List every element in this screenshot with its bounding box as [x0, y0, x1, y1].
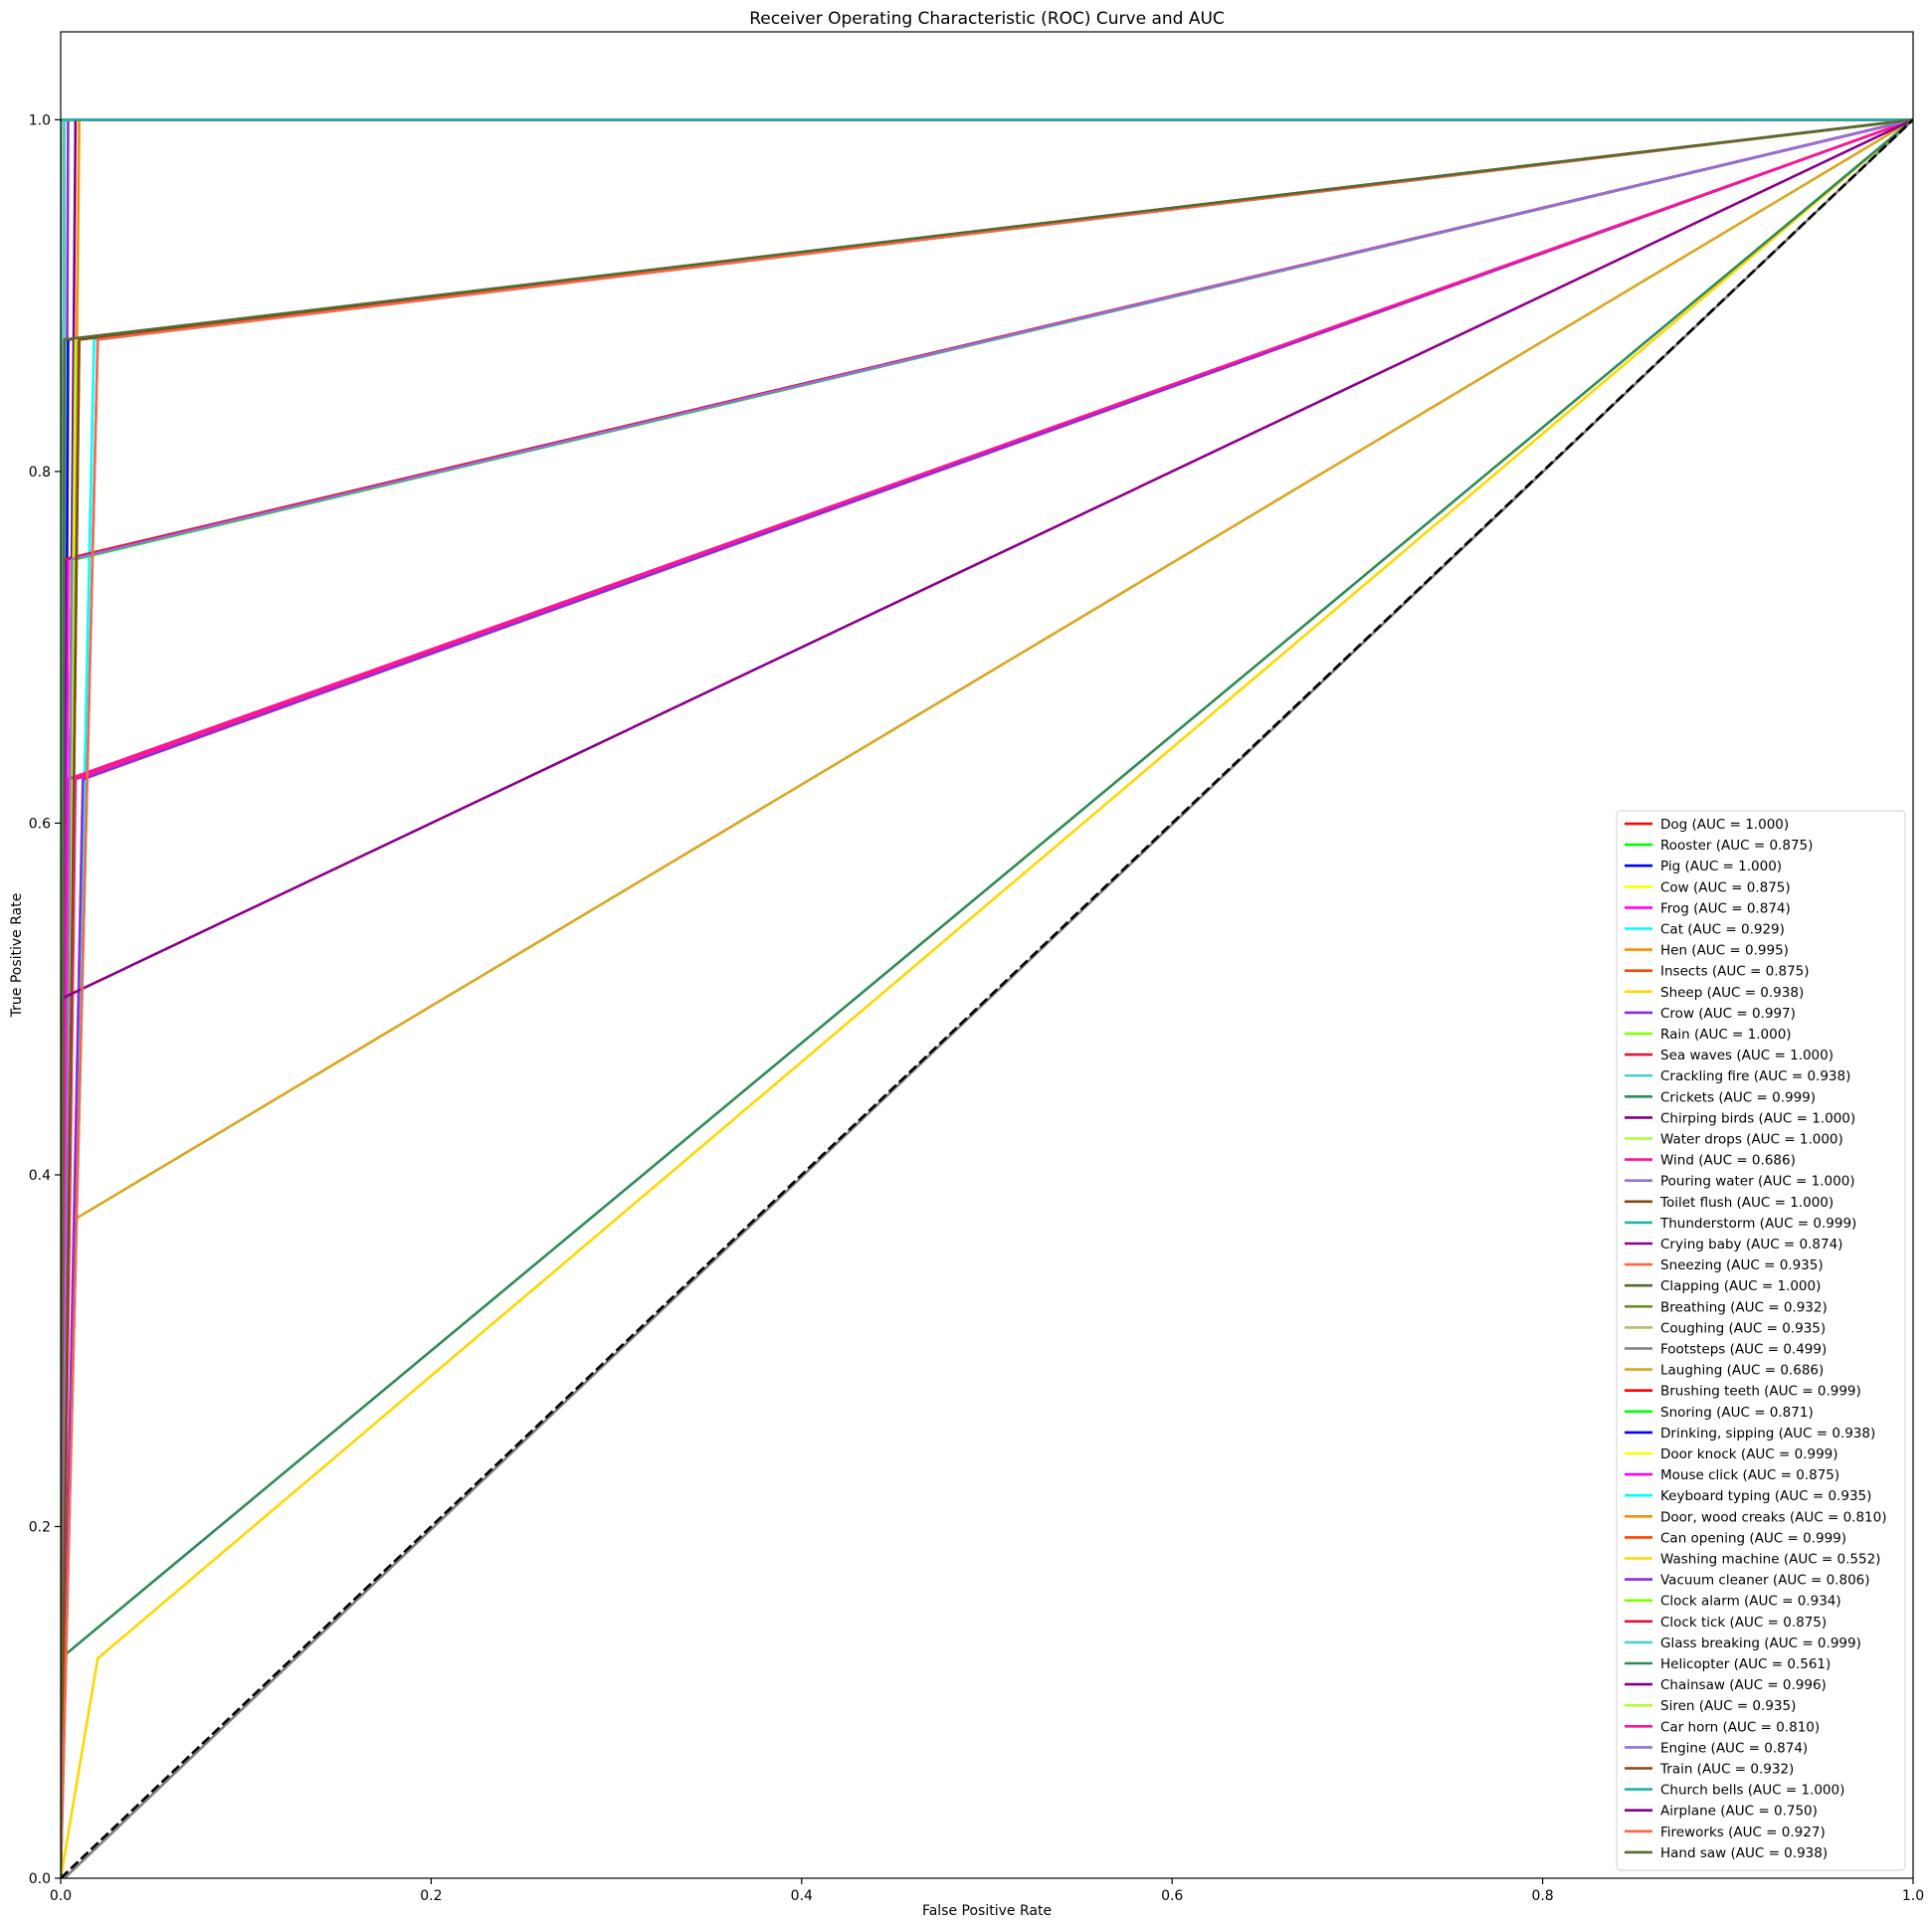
legend-entry: Mouse click (AUC = 0.875) [1660, 1467, 1839, 1483]
series-line-48 [61, 118, 1913, 1878]
legend-entry: Laughing (AUC = 0.686) [1660, 1363, 1824, 1379]
legend-entry: Crying baby (AUC = 0.874) [1660, 1237, 1842, 1252]
series-line-46 [61, 118, 1913, 1878]
legend-entry: Brushing teeth (AUC = 0.999) [1660, 1384, 1861, 1400]
legend-entry: Church bells (AUC = 1.000) [1660, 1783, 1844, 1799]
y-tick-label: 0.4 [29, 1168, 51, 1184]
legend-entry: Fireworks (AUC = 0.927) [1660, 1825, 1826, 1840]
series-line-44 [61, 118, 1913, 1878]
series-line-49 [61, 118, 1913, 1878]
y-axis: 0.0 0.2 0.4 0.6 0.8 1.0 [29, 112, 61, 1887]
legend-entry: Cat (AUC = 0.929) [1660, 922, 1785, 938]
y-tick-label: 0.8 [29, 465, 51, 481]
legend-entry: Sneezing (AUC = 0.935) [1660, 1257, 1824, 1273]
legend-entry: Door knock (AUC = 0.999) [1660, 1446, 1838, 1462]
x-tick-label: 1.0 [1902, 1888, 1924, 1904]
legend-entry: Dog (AUC = 1.000) [1660, 817, 1789, 833]
y-tick-label: 0.6 [29, 816, 51, 832]
legend-entry: Water drops (AUC = 1.000) [1660, 1132, 1843, 1148]
legend-entry: Vacuum cleaner (AUC = 0.806) [1660, 1573, 1870, 1589]
legend-entry: Hen (AUC = 0.995) [1660, 943, 1789, 959]
legend-entry: Siren (AUC = 0.935) [1660, 1698, 1796, 1714]
legend-entry: Crickets (AUC = 0.999) [1660, 1089, 1816, 1105]
plot-area-frame [60, 31, 1914, 1879]
legend-entry: Sea waves (AUC = 1.000) [1660, 1048, 1834, 1063]
legend-entry: Can opening (AUC = 0.999) [1660, 1530, 1846, 1546]
x-tick-label: 0.2 [420, 1888, 442, 1904]
series-line-47 [61, 118, 1913, 1878]
legend-entry: Insects (AUC = 0.875) [1660, 964, 1810, 980]
legend-entry: Car horn (AUC = 0.810) [1660, 1719, 1820, 1735]
legend-entry: Pig (AUC = 1.000) [1660, 859, 1782, 874]
y-tick-label: 0.0 [29, 1871, 51, 1887]
x-axis: 0.0 0.2 0.4 0.6 0.8 1.0 [50, 1878, 1924, 1904]
y-tick-label: 0.2 [29, 1519, 51, 1535]
legend-entry: Washing machine (AUC = 0.552) [1660, 1552, 1880, 1568]
legend-entry: Breathing (AUC = 0.932) [1660, 1299, 1828, 1315]
legend-entry: Crow (AUC = 0.997) [1660, 1006, 1796, 1022]
legend-entry: Crackling fire (AUC = 0.938) [1660, 1068, 1850, 1084]
legend-entry: Keyboard typing (AUC = 0.935) [1660, 1488, 1871, 1504]
legend-entry: Hand saw (AUC = 0.938) [1660, 1845, 1828, 1861]
legend-entry: Coughing (AUC = 0.935) [1660, 1320, 1826, 1336]
legend-entry: Toilet flush (AUC = 1.000) [1659, 1195, 1834, 1211]
x-tick-label: 0.4 [791, 1888, 813, 1904]
series-line-36 [61, 118, 1913, 1878]
legend-entry: Pouring water (AUC = 1.000) [1660, 1174, 1855, 1190]
legend-box [1616, 810, 1906, 1871]
legend-entry: Rooster (AUC = 0.875) [1660, 838, 1813, 854]
chart-title: Receiver Operating Characteristic (ROC) … [749, 9, 1225, 29]
legend-entry: Thunderstorm (AUC = 0.999) [1659, 1216, 1856, 1232]
y-tick-label: 1.0 [29, 112, 51, 128]
series-line-35 [61, 118, 1913, 1878]
x-axis-label: False Positive Rate [922, 1903, 1052, 1919]
y-axis-label: True Positive Rate [9, 893, 25, 1019]
legend-entry: Sheep (AUC = 0.938) [1660, 985, 1804, 1001]
legend-entry: Train (AUC = 0.932) [1659, 1762, 1794, 1778]
legend-entry: Frog (AUC = 0.874) [1660, 900, 1791, 916]
legend-entry: Footsteps (AUC = 0.499) [1660, 1342, 1827, 1358]
legend: Dog (AUC = 1.000) Rooster (AUC = 0.875) Pi… [1616, 810, 1906, 1871]
legend-entry: Rain (AUC = 1.000) [1660, 1027, 1792, 1043]
legend-entry: Clapping (AUC = 1.000) [1660, 1278, 1821, 1294]
legend-entry: Drinking, sipping (AUC = 0.938) [1660, 1426, 1875, 1442]
legend-entry: Snoring (AUC = 0.871) [1660, 1405, 1814, 1421]
legend-entry: Clock tick (AUC = 0.875) [1660, 1615, 1827, 1631]
legend-entry: Airplane (AUC = 0.750) [1660, 1804, 1818, 1820]
legend-entry: Glass breaking (AUC = 0.999) [1660, 1635, 1861, 1651]
legend-entry: Cow (AUC = 0.875) [1660, 879, 1791, 895]
series-line-40 [61, 118, 1913, 1878]
x-tick-label: 0.0 [50, 1888, 72, 1904]
diagonal-reference-line [61, 118, 1913, 1878]
x-tick-label: 0.6 [1161, 1888, 1183, 1904]
legend-entry: Helicopter (AUC = 0.561) [1660, 1656, 1831, 1672]
legend-entry: Door, wood creaks (AUC = 0.810) [1660, 1509, 1886, 1525]
legend-entry: Engine (AUC = 0.874) [1660, 1740, 1808, 1756]
legend-entry: Chainsaw (AUC = 0.996) [1660, 1677, 1827, 1693]
legend-entry: Clock alarm (AUC = 0.934) [1660, 1594, 1841, 1610]
legend-entry: Chirping birds (AUC = 1.000) [1660, 1110, 1855, 1126]
x-tick-label: 0.8 [1531, 1888, 1553, 1904]
legend-entry: Wind (AUC = 0.686) [1660, 1153, 1796, 1169]
